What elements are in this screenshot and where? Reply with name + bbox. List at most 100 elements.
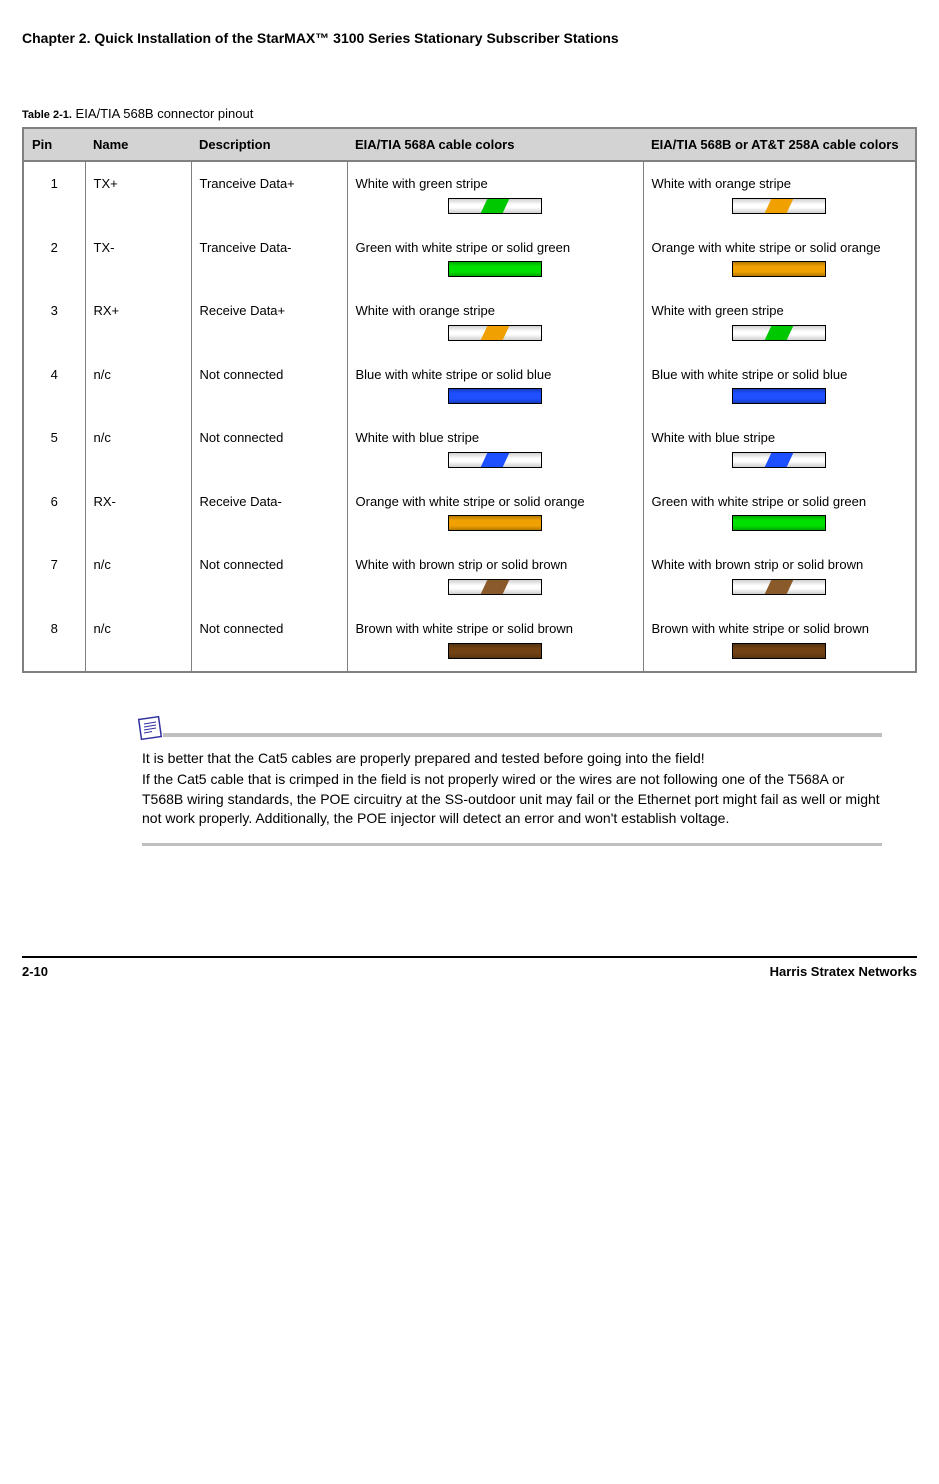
cell-568a: White with green stripe: [347, 161, 643, 226]
note-separator-bottom: [142, 843, 882, 846]
cell-568b: White with brown strip or solid brown: [643, 543, 916, 607]
header-name: Name: [85, 128, 191, 161]
table-row: 1TX+Tranceive Data+ White with green stri…: [23, 161, 916, 226]
cell-name: RX-: [85, 480, 191, 544]
table-row: 3RX+Receive Data+ White with orange strip…: [23, 289, 916, 353]
header-pin: Pin: [23, 128, 85, 161]
note-icon: [137, 715, 163, 741]
cell-pin: 4: [23, 353, 85, 417]
cell-pin: 2: [23, 226, 85, 290]
page-footer: 2-10 Harris Stratex Networks: [22, 956, 917, 979]
cell-name: n/c: [85, 607, 191, 672]
cell-568a: Blue with white stripe or solid blue: [347, 353, 643, 417]
note-block: It is better that the Cat5 cables are pr…: [142, 733, 882, 846]
pinout-table: Pin Name Description EIA/TIA 568A cable …: [22, 127, 917, 673]
cable-color-swatch: [732, 452, 826, 468]
note-line-1: It is better that the Cat5 cables are pr…: [142, 749, 882, 769]
chapter-heading: Chapter 2. Quick Installation of the Sta…: [22, 30, 917, 46]
cell-description: Tranceive Data-: [191, 226, 347, 290]
cell-568a: White with orange stripe: [347, 289, 643, 353]
cell-568b: Blue with white stripe or solid blue: [643, 353, 916, 417]
header-568b: EIA/TIA 568B or AT&T 258A cable colors: [643, 128, 916, 161]
header-568a: EIA/TIA 568A cable colors: [347, 128, 643, 161]
cell-568a-text: Orange with white stripe or solid orange: [356, 494, 635, 509]
cell-pin: 3: [23, 289, 85, 353]
cell-568a-text: Green with white stripe or solid green: [356, 240, 635, 255]
table-row: 7n/cNot connected White with brown strip …: [23, 543, 916, 607]
note-line-2: If the Cat5 cable that is crimped in the…: [142, 770, 882, 829]
header-description: Description: [191, 128, 347, 161]
cell-name: TX+: [85, 161, 191, 226]
cell-568b: Green with white stripe or solid green: [643, 480, 916, 544]
note-separator-top: [142, 733, 882, 737]
cell-568a-text: White with blue stripe: [356, 430, 635, 445]
cell-568b-text: Blue with white stripe or solid blue: [652, 367, 908, 382]
cell-568a: Green with white stripe or solid green: [347, 226, 643, 290]
cable-color-swatch: [732, 643, 826, 659]
cell-description: Not connected: [191, 416, 347, 480]
cell-568a-text: White with green stripe: [356, 176, 635, 191]
cell-description: Not connected: [191, 607, 347, 672]
table-row: 8n/cNot connected Brown with white stripe…: [23, 607, 916, 672]
cable-color-swatch: [732, 198, 826, 214]
cell-568b-text: Green with white stripe or solid green: [652, 494, 908, 509]
cell-568a: White with brown strip or solid brown: [347, 543, 643, 607]
cell-568a: White with blue stripe: [347, 416, 643, 480]
cell-pin: 6: [23, 480, 85, 544]
cell-name: RX+: [85, 289, 191, 353]
cable-color-swatch: [732, 325, 826, 341]
table-caption: Table 2-1. EIA/TIA 568B connector pinout: [22, 106, 917, 121]
cable-color-swatch: [448, 452, 542, 468]
cable-color-swatch: [448, 388, 542, 404]
cable-color-swatch: [732, 261, 826, 277]
cell-description: Not connected: [191, 353, 347, 417]
cell-568b: Orange with white stripe or solid orange: [643, 226, 916, 290]
cell-568b: White with blue stripe: [643, 416, 916, 480]
cell-pin: 7: [23, 543, 85, 607]
cell-pin: 5: [23, 416, 85, 480]
cell-name: n/c: [85, 543, 191, 607]
cell-description: Tranceive Data+: [191, 161, 347, 226]
cable-color-swatch: [448, 198, 542, 214]
cell-568b-text: White with orange stripe: [652, 176, 908, 191]
cell-568b: White with orange stripe: [643, 161, 916, 226]
cell-name: n/c: [85, 416, 191, 480]
cell-pin: 1: [23, 161, 85, 226]
table-header-row: Pin Name Description EIA/TIA 568A cable …: [23, 128, 916, 161]
cable-color-swatch: [448, 515, 542, 531]
cell-name: TX-: [85, 226, 191, 290]
footer-company: Harris Stratex Networks: [770, 964, 917, 979]
cable-color-swatch: [448, 643, 542, 659]
cell-description: Receive Data+: [191, 289, 347, 353]
table-row: 5n/cNot connected White with blue stripe W…: [23, 416, 916, 480]
cell-description: Receive Data-: [191, 480, 347, 544]
table-row: 4n/cNot connected Blue with white stripe …: [23, 353, 916, 417]
cell-description: Not connected: [191, 543, 347, 607]
cell-568a-text: Brown with white stripe or solid brown: [356, 621, 635, 636]
cable-color-swatch: [448, 579, 542, 595]
cell-568a: Orange with white stripe or solid orange: [347, 480, 643, 544]
cell-568b-text: Orange with white stripe or solid orange: [652, 240, 908, 255]
cell-568b-text: White with blue stripe: [652, 430, 908, 445]
cable-color-swatch: [732, 579, 826, 595]
table-row: 6RX-Receive Data- Orange with white strip…: [23, 480, 916, 544]
table-row: 2TX-Tranceive Data- Green with white stri…: [23, 226, 916, 290]
cell-568b: Brown with white stripe or solid brown: [643, 607, 916, 672]
cell-568b-text: Brown with white stripe or solid brown: [652, 621, 908, 636]
cable-color-swatch: [448, 261, 542, 277]
cell-568a-text: White with orange stripe: [356, 303, 635, 318]
cell-568b: White with green stripe: [643, 289, 916, 353]
cable-color-swatch: [732, 515, 826, 531]
cell-568a: Brown with white stripe or solid brown: [347, 607, 643, 672]
cell-pin: 8: [23, 607, 85, 672]
cell-568a-text: Blue with white stripe or solid blue: [356, 367, 635, 382]
cell-568b-text: White with brown strip or solid brown: [652, 557, 908, 572]
cell-name: n/c: [85, 353, 191, 417]
cable-color-swatch: [448, 325, 542, 341]
table-caption-title: EIA/TIA 568B connector pinout: [72, 106, 253, 121]
table-caption-prefix: Table 2-1.: [22, 109, 72, 121]
footer-page-number: 2-10: [22, 964, 48, 979]
cell-568b-text: White with green stripe: [652, 303, 908, 318]
cell-568a-text: White with brown strip or solid brown: [356, 557, 635, 572]
note-text: It is better that the Cat5 cables are pr…: [142, 749, 882, 829]
